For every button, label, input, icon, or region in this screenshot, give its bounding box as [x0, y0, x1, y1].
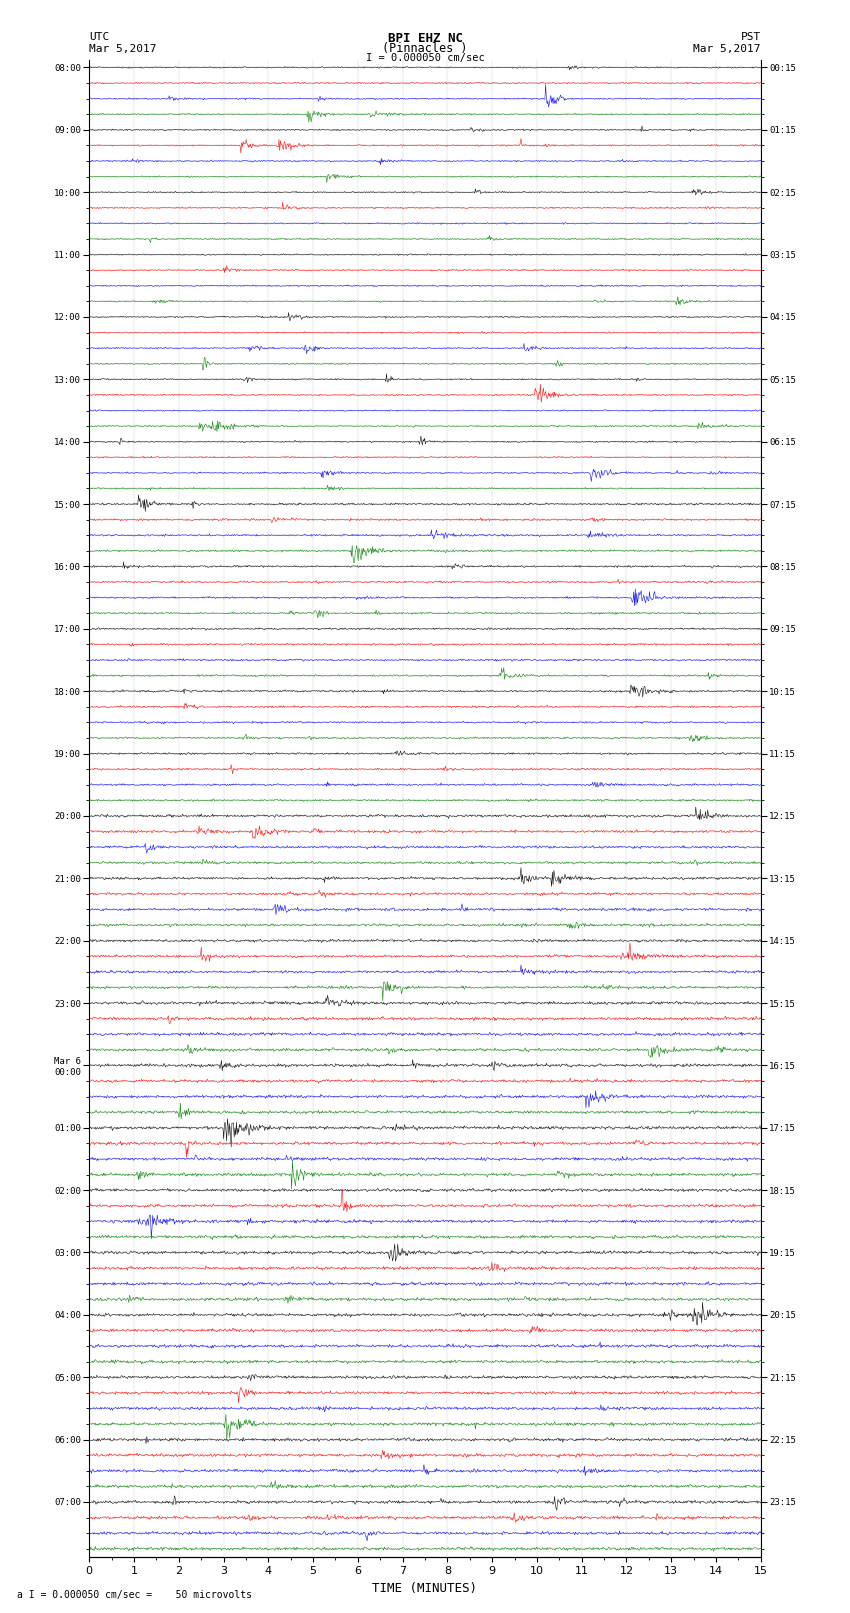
Text: Mar 5,2017: Mar 5,2017 [694, 44, 761, 53]
Text: PST: PST [740, 32, 761, 42]
X-axis label: TIME (MINUTES): TIME (MINUTES) [372, 1582, 478, 1595]
Text: UTC: UTC [89, 32, 110, 42]
Text: I = 0.000050 cm/sec: I = 0.000050 cm/sec [366, 53, 484, 63]
Text: BPI EHZ NC: BPI EHZ NC [388, 32, 462, 45]
Text: (Pinnacles ): (Pinnacles ) [382, 42, 468, 55]
Text: a I = 0.000050 cm/sec =    50 microvolts: a I = 0.000050 cm/sec = 50 microvolts [17, 1590, 252, 1600]
Text: Mar 5,2017: Mar 5,2017 [89, 44, 156, 53]
